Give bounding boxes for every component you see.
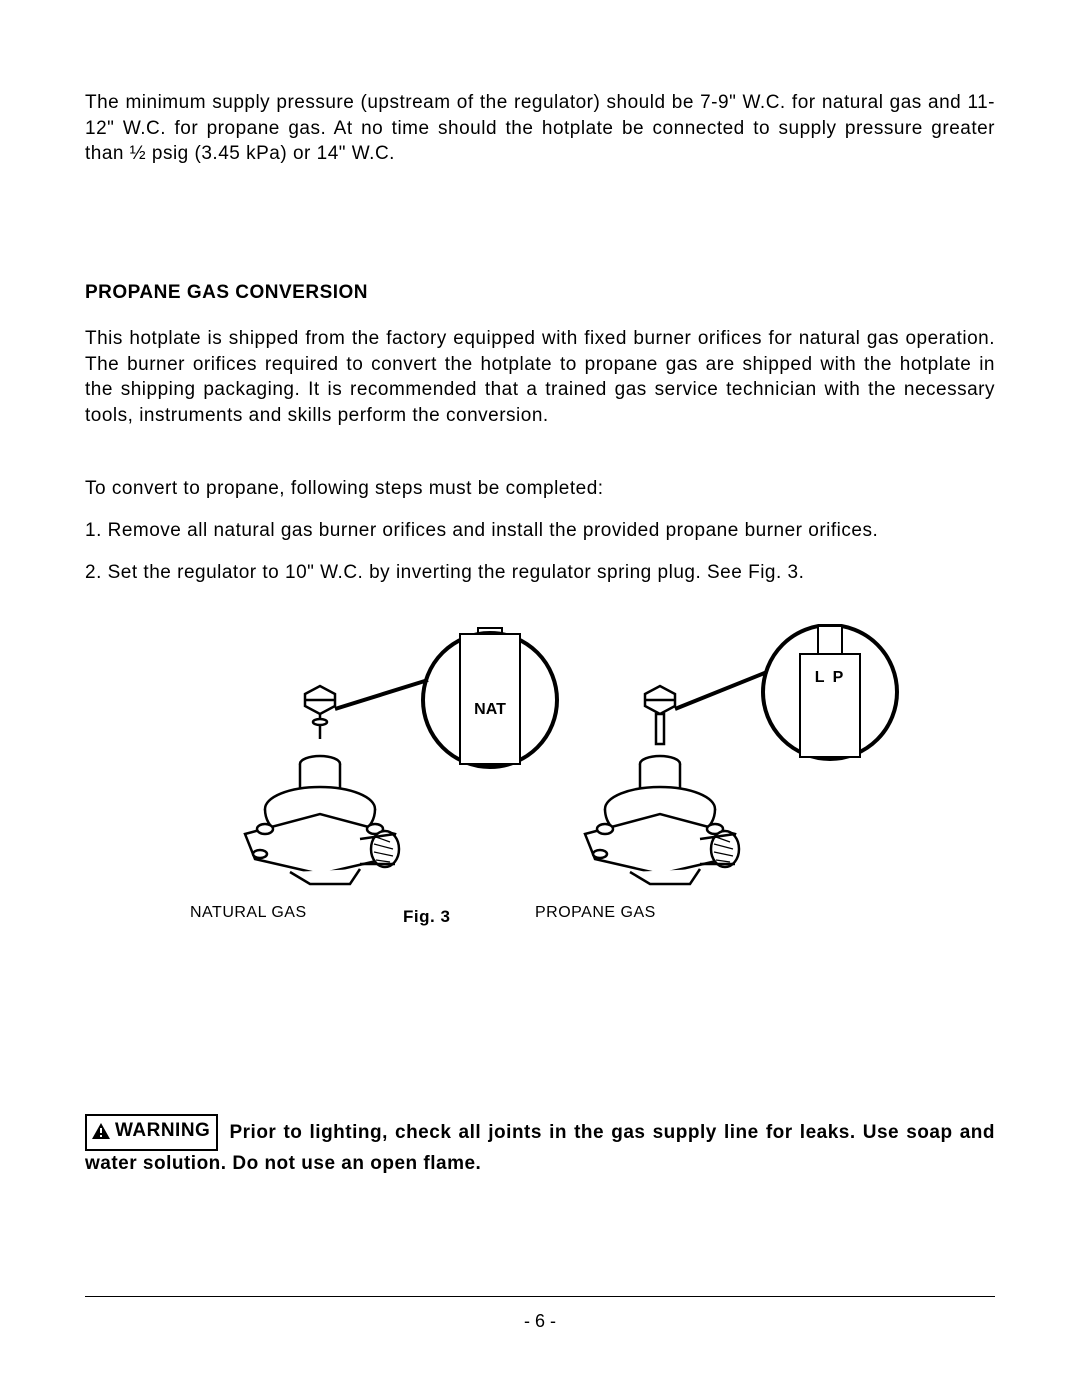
section-heading: PROPANE GAS CONVERSION: [85, 282, 995, 304]
figure-3: NAT: [85, 624, 995, 934]
warning-triangle-icon: [91, 1122, 111, 1140]
conversion-paragraph: This hotplate is shipped from the factor…: [85, 326, 995, 429]
document-page: The minimum supply pressure (upstream of…: [0, 0, 1080, 1397]
warning-text: Prior to lighting, check all joints in t…: [85, 1122, 995, 1175]
page-number: - 6 -: [0, 1311, 1080, 1332]
warning-block: WARNING Prior to lighting, check all joi…: [85, 1114, 995, 1177]
steps-lead-in: To convert to propane, following steps m…: [85, 478, 995, 500]
warning-label: WARNING: [115, 1118, 210, 1144]
warning-badge: WARNING: [85, 1114, 218, 1151]
step-1: 1. Remove all natural gas burner orifice…: [85, 520, 995, 542]
figure-caption: Fig. 3: [403, 907, 450, 927]
regulator-propane-gas: L P: [500, 624, 900, 909]
footer-rule: [85, 1296, 995, 1297]
label-propane-gas: PROPANE GAS: [535, 904, 656, 922]
label-natural-gas: NATURAL GAS: [190, 904, 307, 922]
regulator-propane-svg: L P: [500, 624, 900, 904]
intro-paragraph: The minimum supply pressure (upstream of…: [85, 90, 995, 167]
lp-callout-label: L P: [815, 669, 846, 686]
step-2: 2. Set the regulator to 10" W.C. by inve…: [85, 562, 995, 584]
